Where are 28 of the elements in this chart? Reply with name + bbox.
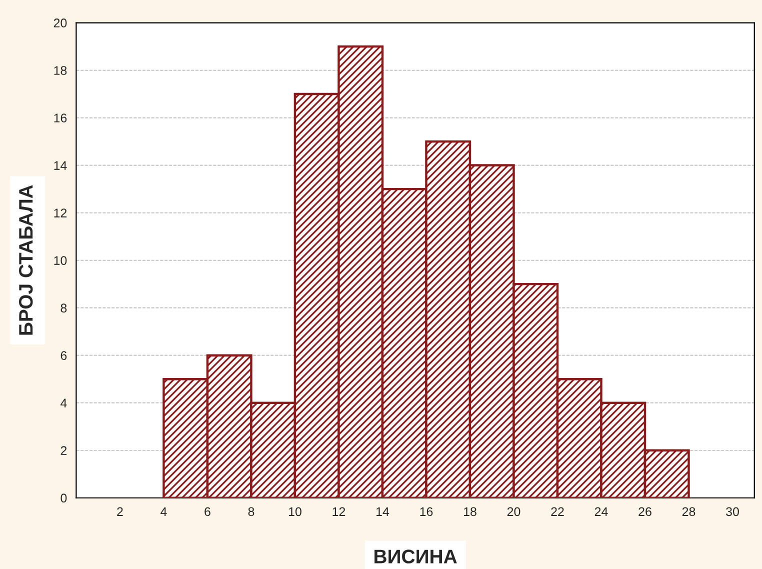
x-tick-label: 12 [332, 507, 346, 516]
y-tick-label: 16 [54, 114, 67, 122]
y-tick-label: 18 [54, 66, 67, 75]
x-axis-title: ВИСИНА [374, 550, 457, 564]
x-tick-label: 20 [507, 507, 520, 516]
y-tick-label: 4 [60, 398, 67, 408]
y-tick-label: 0 [60, 494, 67, 503]
x-tick-label: 24 [594, 507, 608, 516]
x-tick-label: 18 [464, 507, 476, 516]
y-axis-title: БРОЈ СТАБАЛА [18, 185, 33, 335]
x-tick-label: 2 [117, 507, 123, 516]
y-tick-label: 14 [54, 161, 67, 170]
y-tick-label: 20 [54, 18, 67, 28]
x-tick-label: 26 [638, 507, 652, 516]
x-tick-label: 14 [376, 507, 390, 516]
x-tick-label: 16 [420, 507, 433, 516]
x-tick-label: 8 [248, 507, 254, 516]
x-tick-label: 6 [204, 507, 210, 516]
y-tick-label: 6 [60, 351, 67, 360]
x-tick-label: 28 [682, 507, 696, 516]
x-tick-label: 4 [160, 507, 167, 516]
x-tick-label: 10 [288, 507, 302, 516]
y-tick-label: 12 [54, 208, 67, 218]
x-tick-label: 30 [726, 507, 739, 516]
y-tick-label: 8 [60, 304, 67, 312]
x-tick-label: 22 [551, 507, 564, 516]
y-tick-label: 2 [60, 446, 67, 455]
y-tick-label: 10 [54, 256, 67, 265]
